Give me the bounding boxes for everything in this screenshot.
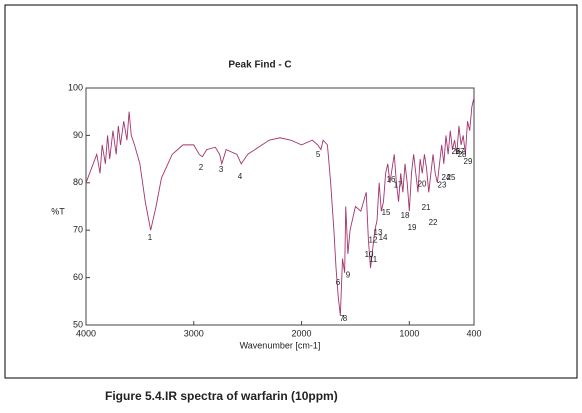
x-tick-label: 1000 <box>399 328 419 338</box>
frame <box>4 4 578 379</box>
peak-label: 23 <box>438 180 447 189</box>
plot-area <box>85 87 475 326</box>
y-tick-label: 50 <box>73 319 83 329</box>
peak-label: 24 <box>442 173 451 182</box>
peak-label: 20 <box>418 179 427 188</box>
peak-label: 18 <box>401 211 410 220</box>
spectrum-line <box>85 97 475 316</box>
x-tick-label: 400 <box>466 328 481 338</box>
peak-label: 21 <box>422 203 431 212</box>
peak-label: 22 <box>429 218 438 227</box>
peak-label: 26 <box>452 147 461 156</box>
peak-label: 28 <box>458 150 467 159</box>
peak-label: 4 <box>238 172 243 181</box>
peak-label: 12 <box>369 235 378 244</box>
peak-label: 7 <box>340 314 345 323</box>
y-tick-label: 70 <box>73 225 83 235</box>
x-axis-label: Wavenumber [cm-1] <box>240 340 321 350</box>
y-axis-label: %T <box>51 206 65 216</box>
chart-title: Peak Find - C <box>228 60 291 71</box>
peak-label: 25 <box>447 173 456 182</box>
caption: Figure 5.4.IR spectra of warfarin (10ppm… <box>105 389 338 403</box>
y-tick-label: 100 <box>68 82 83 92</box>
peak-label: 27 <box>456 147 465 156</box>
peak-label: 3 <box>219 165 224 174</box>
peak-label: 15 <box>382 208 391 217</box>
x-tick-label: 3000 <box>184 328 204 338</box>
x-tick-label: 2000 <box>292 328 312 338</box>
peak-label: 11 <box>369 255 378 264</box>
x-tick-label: 4000 <box>76 328 96 338</box>
peak-label: 10 <box>365 250 374 259</box>
y-tick-label: 60 <box>73 272 83 282</box>
peak-label: 16 <box>387 175 396 184</box>
peak-label: 9 <box>346 270 351 279</box>
y-tick-label: 80 <box>73 177 83 187</box>
peak-label: 8 <box>343 314 348 323</box>
y-tick-label: 90 <box>73 130 83 140</box>
peak-label: 14 <box>379 233 388 242</box>
peak-label: 1 <box>148 233 153 242</box>
peak-label: 2 <box>199 163 204 172</box>
peak-label: 5 <box>316 150 321 159</box>
peak-label: 17 <box>394 180 403 189</box>
peak-label: 19 <box>408 223 417 232</box>
peak-label: 29 <box>464 157 473 166</box>
peak-label: 13 <box>374 228 383 237</box>
peak-label: 6 <box>336 278 341 287</box>
